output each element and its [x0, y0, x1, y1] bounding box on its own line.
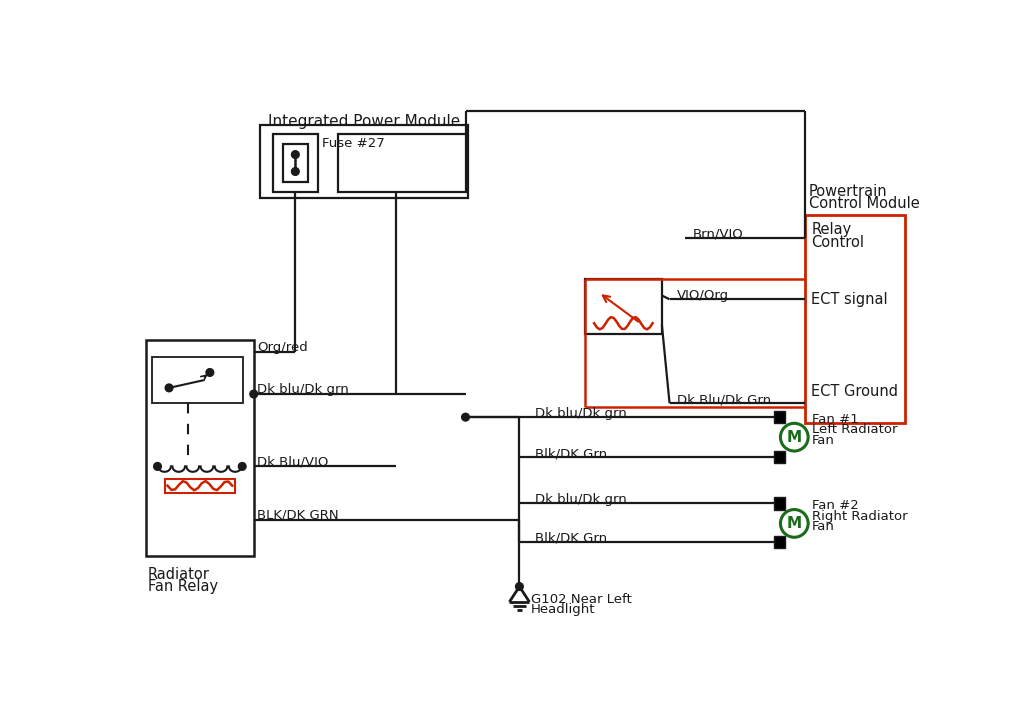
Text: Fan: Fan	[812, 434, 835, 447]
Circle shape	[239, 462, 246, 470]
Circle shape	[515, 583, 523, 590]
Text: Fan: Fan	[812, 521, 835, 533]
Bar	[585, 278, 662, 334]
Text: Blk/DK Grn: Blk/DK Grn	[535, 532, 607, 545]
Text: Dk blu/Dk grn: Dk blu/Dk grn	[535, 407, 627, 420]
Bar	[260, 125, 468, 198]
Bar	[774, 497, 785, 510]
Text: M: M	[786, 516, 802, 531]
Text: Fan Relay: Fan Relay	[147, 579, 218, 594]
Circle shape	[462, 413, 469, 421]
Text: Brn/VIO: Brn/VIO	[692, 228, 743, 241]
Bar	[774, 411, 785, 423]
Text: Dk blu/Dk grn: Dk blu/Dk grn	[257, 384, 348, 397]
Text: Dk Blu/Dk Grn: Dk Blu/Dk Grn	[677, 393, 771, 407]
Text: Control Module: Control Module	[809, 196, 920, 211]
Text: Fan #2: Fan #2	[812, 499, 859, 512]
Bar	[774, 451, 785, 463]
Text: ECT Ground: ECT Ground	[811, 384, 898, 399]
Text: Powertrain: Powertrain	[809, 184, 888, 199]
Text: Fan #1: Fan #1	[812, 412, 859, 425]
Text: Left Radiator: Left Radiator	[812, 423, 897, 437]
Text: Fuse #27: Fuse #27	[323, 137, 385, 150]
Text: ECT signal: ECT signal	[811, 292, 888, 307]
Bar	[165, 479, 234, 493]
Text: Radiator: Radiator	[147, 566, 209, 581]
Text: Headlight: Headlight	[531, 604, 596, 617]
Text: Dk blu/Dk grn: Dk blu/Dk grn	[535, 493, 627, 506]
Text: Dk Blu/VIO: Dk Blu/VIO	[257, 455, 329, 469]
Bar	[283, 144, 307, 182]
Circle shape	[292, 168, 299, 176]
Text: Org/red: Org/red	[257, 341, 307, 354]
Circle shape	[154, 462, 162, 470]
Bar	[153, 357, 243, 403]
Text: Control: Control	[811, 234, 864, 250]
Text: Right Radiator: Right Radiator	[812, 510, 907, 523]
Text: M: M	[786, 429, 802, 445]
Text: Relay: Relay	[811, 222, 852, 237]
Text: BLK/DK GRN: BLK/DK GRN	[257, 509, 339, 522]
Bar	[273, 134, 317, 191]
Circle shape	[165, 384, 173, 391]
Text: VIO/Org: VIO/Org	[677, 290, 729, 303]
Circle shape	[206, 369, 214, 376]
Bar	[146, 340, 254, 556]
Bar	[805, 214, 905, 422]
Text: G102 Near Left: G102 Near Left	[531, 593, 632, 606]
Circle shape	[250, 390, 258, 398]
Circle shape	[292, 151, 299, 158]
Text: Integrated Power Module: Integrated Power Module	[267, 114, 460, 129]
Bar	[339, 134, 466, 191]
Bar	[774, 536, 785, 548]
Text: Blk/DK Grn: Blk/DK Grn	[535, 447, 607, 460]
